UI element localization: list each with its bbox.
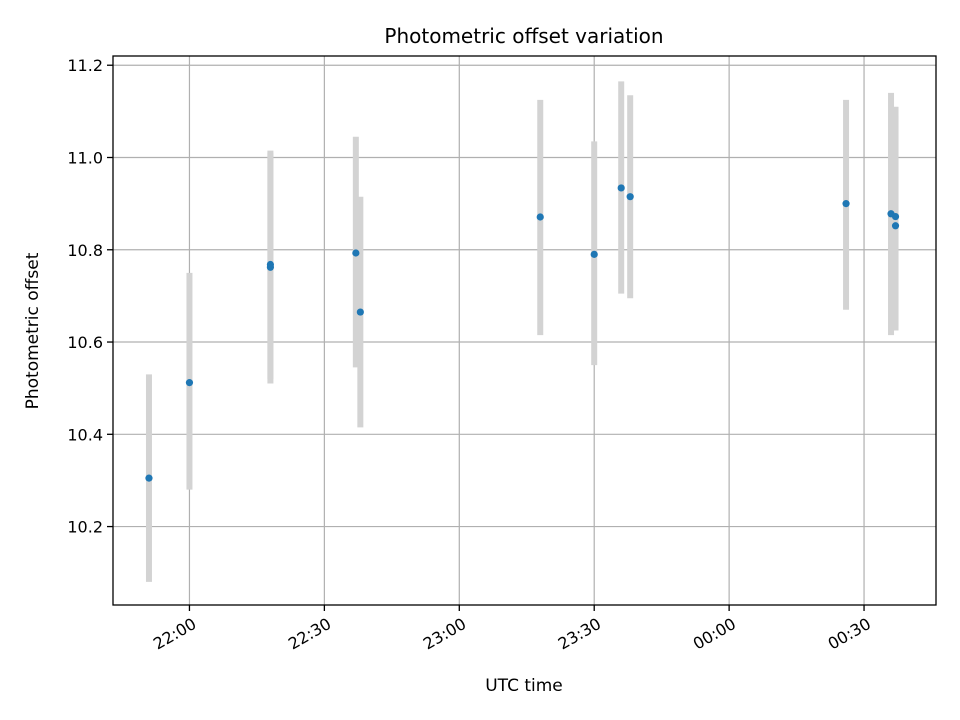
- x-tick-label: 23:00: [420, 614, 469, 654]
- data-points: [145, 184, 900, 482]
- y-tick-label: 10.2: [67, 518, 103, 537]
- y-tick-label: 10.6: [67, 333, 103, 352]
- data-point: [891, 222, 900, 230]
- grid: [113, 56, 936, 605]
- data-point: [356, 308, 364, 316]
- x-tick-label: 23:30: [555, 614, 604, 654]
- data-point: [891, 212, 900, 221]
- x-tick-label: 00:30: [825, 614, 874, 654]
- x-axis-label: UTC time: [485, 676, 563, 696]
- data-point: [266, 263, 275, 271]
- data-point: [145, 474, 153, 482]
- y-tick-label: 11.0: [67, 148, 103, 167]
- y-tick-label: 11.2: [67, 56, 103, 75]
- plot-frame: [112, 55, 937, 606]
- data-point: [352, 249, 360, 257]
- data-point: [185, 379, 194, 387]
- data-point: [626, 193, 634, 201]
- data-point: [617, 184, 625, 192]
- x-tick-label: 00:00: [690, 614, 739, 654]
- error-bars: [145, 81, 899, 582]
- data-point: [842, 200, 850, 208]
- x-tick-label: 22:30: [285, 614, 334, 654]
- data-point: [536, 213, 544, 221]
- y-axis-ticks: 10.2 10.4 10.6 10.8 11.0 11.2: [67, 56, 113, 537]
- y-tick-label: 10.4: [67, 425, 103, 444]
- y-tick-label: 10.8: [67, 241, 103, 260]
- y-axis-label: Photometric offset: [23, 252, 43, 409]
- data-point: [590, 250, 598, 258]
- x-tick-label: 22:00: [150, 614, 199, 654]
- x-axis-ticks: 22:00 22:30 23:00 23:30 00:00 00:30: [150, 605, 874, 654]
- chart-title: Photometric offset variation: [384, 24, 663, 48]
